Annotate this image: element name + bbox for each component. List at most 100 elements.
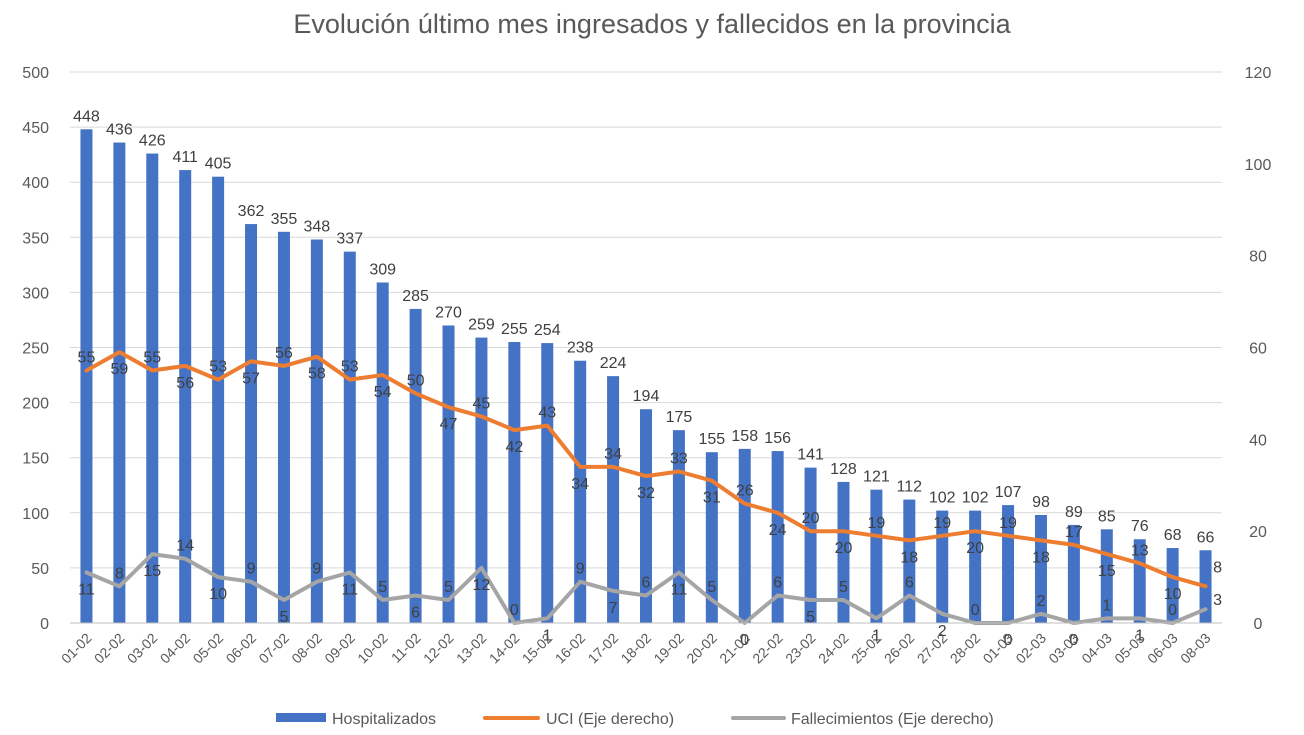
- bar-hospitalizados: [113, 142, 126, 623]
- x-tick-label: 23-02: [782, 630, 819, 667]
- bar-value-label: 337: [336, 231, 363, 248]
- bar-hospitalizados: [804, 467, 817, 623]
- uci-value-label: 19: [933, 515, 951, 532]
- x-tick-label: 03-02: [124, 630, 161, 667]
- y-left-tick-label: 300: [22, 285, 49, 302]
- fallecimientos-value-label: 10: [209, 586, 227, 603]
- bar-value-label: 121: [863, 469, 890, 486]
- y-right-tick-label: 100: [1245, 157, 1272, 174]
- uci-value-label: 20: [966, 540, 984, 557]
- bar-value-label: 355: [271, 211, 298, 228]
- y-right-tick-label: 60: [1249, 341, 1267, 358]
- bar-value-label: 436: [106, 122, 133, 139]
- uci-value-label: 53: [341, 359, 359, 376]
- bar-hospitalizados: [277, 231, 290, 624]
- y-right-tick-label: 0: [1254, 616, 1263, 633]
- fallecimientos-value-label: 2: [1037, 593, 1046, 610]
- bar-hospitalizados: [179, 170, 192, 623]
- y-left-tick-label: 450: [22, 120, 49, 137]
- uci-value-label: 55: [143, 349, 161, 366]
- x-tick-label: 05-02: [190, 630, 227, 667]
- fallecimientos-value-label: 1: [872, 627, 881, 644]
- uci-value-label: 24: [769, 522, 787, 539]
- x-tick-label: 28-02: [947, 630, 984, 667]
- bar-value-label: 309: [369, 261, 396, 278]
- bar-hospitalizados: [541, 343, 554, 623]
- bar-value-label: 128: [830, 461, 857, 478]
- bar-hospitalizados: [640, 409, 652, 623]
- uci-value-label: 10: [1164, 586, 1182, 603]
- x-tick-label: 06-03: [1144, 630, 1181, 667]
- uci-value-label: 18: [1032, 549, 1050, 566]
- y-left-tick-label: 50: [31, 561, 49, 578]
- x-tick-label: 22-02: [749, 630, 786, 667]
- x-tick-label: 14-02: [486, 630, 523, 667]
- bar-value-label: 156: [764, 430, 791, 447]
- bar-hospitalizados: [343, 251, 356, 623]
- fallecimientos-value-label: 1: [1135, 627, 1144, 644]
- uci-value-label: 42: [505, 439, 523, 456]
- fallecimientos-value-label: 6: [411, 604, 420, 621]
- fallecimientos-value-label: 0: [740, 632, 749, 649]
- bar-value-label: 254: [534, 322, 561, 339]
- bar-hospitalizados: [409, 308, 422, 623]
- fallecimientos-value-label: 15: [143, 563, 161, 580]
- bar-hospitalizados: [936, 510, 949, 623]
- y-left-tick-label: 400: [22, 175, 49, 192]
- uci-value-label: 19: [868, 515, 886, 532]
- x-tick-label: 19-02: [650, 630, 687, 667]
- uci-value-label: 26: [736, 483, 754, 500]
- bar-value-label: 98: [1032, 494, 1050, 511]
- bar-value-label: 102: [962, 490, 989, 507]
- uci-value-label: 34: [571, 476, 589, 493]
- uci-value-label: 58: [308, 366, 326, 383]
- uci-value-label: 15: [1098, 563, 1116, 580]
- uci-value-label: 20: [802, 510, 820, 527]
- legend: Hospitalizados UCI (Eje derecho) Falleci…: [276, 711, 994, 728]
- x-tick-label: 18-02: [617, 630, 654, 667]
- fallecimientos-value-label: 5: [279, 609, 288, 626]
- fallecimientos-value-label: 6: [905, 574, 914, 591]
- y-right-tick-label: 20: [1249, 524, 1267, 541]
- bar-value-label: 255: [501, 321, 528, 338]
- bar-hospitalizados: [310, 239, 323, 623]
- bar-value-label: 448: [73, 108, 100, 125]
- fallecimientos-value-label: 2: [938, 623, 947, 640]
- bar-hospitalizados: [475, 337, 488, 623]
- x-tick-label: 12-02: [420, 630, 457, 667]
- legend-label-hospitalizados: Hospitalizados: [332, 711, 436, 728]
- fallecimientos-value-label: 9: [576, 561, 585, 578]
- x-tick-label: 08-03: [1177, 630, 1214, 667]
- bar-hospitalizados: [80, 129, 93, 623]
- y-left-tick-label: 200: [22, 396, 49, 413]
- bar-value-label: 194: [633, 388, 660, 405]
- bar-hospitalizados: [245, 224, 258, 624]
- chart-title: Evolución último mes ingresados y fallec…: [293, 9, 1011, 39]
- y-left-tick-label: 350: [22, 230, 49, 247]
- y-right-tick-label: 120: [1245, 65, 1272, 82]
- bar-hospitalizados: [837, 481, 850, 623]
- x-tick-label: 26-02: [881, 630, 918, 667]
- uci-value-label: 8: [1213, 559, 1222, 576]
- uci-value-label: 57: [242, 370, 260, 387]
- bar-value-label: 259: [468, 317, 495, 334]
- y-left-tick-label: 0: [40, 616, 49, 633]
- x-tick-label: 06-02: [223, 630, 260, 667]
- uci-value-label: 31: [703, 490, 721, 507]
- bar-value-label: 76: [1131, 518, 1149, 535]
- x-tick-label: 04-03: [1078, 630, 1115, 667]
- x-tick-label: 04-02: [157, 630, 194, 667]
- fallecimientos-value-label: 14: [176, 538, 194, 555]
- bar-hospitalizados: [607, 376, 620, 623]
- gridlines: [70, 71, 1222, 569]
- legend-swatch-hospitalizados: [276, 713, 326, 722]
- uci-value-label: 34: [604, 446, 622, 463]
- bar-hospitalizados: [969, 510, 982, 623]
- fallecimientos-value-label: 0: [510, 602, 519, 619]
- bar-value-label: 426: [139, 133, 166, 150]
- bar-hospitalizados: [212, 176, 225, 623]
- bar-value-label: 224: [600, 355, 627, 372]
- y-right-tick-label: 80: [1249, 249, 1267, 266]
